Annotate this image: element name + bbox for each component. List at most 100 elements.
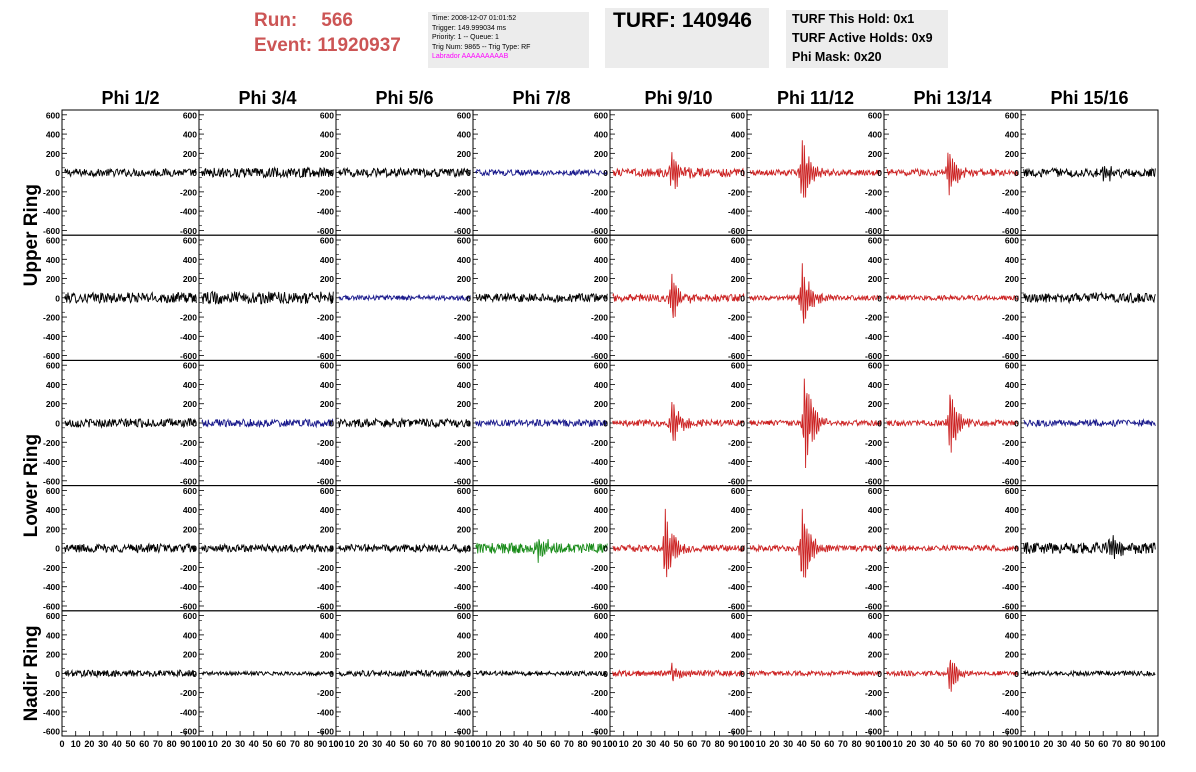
x-tick-label: 50 — [947, 739, 957, 749]
y-tick-label: 0 — [192, 419, 197, 429]
y-tick-label: 200 — [183, 149, 197, 159]
y-tick-label: 0 — [329, 293, 334, 303]
y-tick-label: -200 — [454, 688, 471, 698]
x-tick-label: 40 — [386, 739, 396, 749]
y-tick-label: 200 — [320, 524, 334, 534]
y-tick-label: 600 — [1005, 236, 1019, 246]
event-row: Event: 11920937 — [254, 33, 434, 58]
x-tick-label: 40 — [112, 739, 122, 749]
y-tick-label: 600 — [1005, 361, 1019, 371]
x-tick-label: 20 — [906, 739, 916, 749]
y-tick-label: 200 — [320, 399, 334, 409]
y-tick-label: -200 — [1002, 563, 1019, 573]
trigger-value: Trigger: 149.999034 ms — [432, 24, 507, 32]
x-tick-label: 60 — [139, 739, 149, 749]
y-tick-label: 600 — [183, 110, 197, 120]
y-tick-label: 0 — [55, 293, 60, 303]
y-tick-label: 400 — [183, 505, 197, 515]
x-tick-label: 100 — [328, 739, 343, 749]
y-tick-label: -200 — [865, 313, 882, 323]
x-tick-label: 60 — [824, 739, 834, 749]
panel-frame — [198, 610, 337, 737]
waveform-trace — [749, 669, 882, 678]
y-tick-label: -600 — [1002, 476, 1019, 486]
event-value: 11920937 — [317, 35, 401, 56]
y-tick-label: 200 — [183, 274, 197, 284]
x-tick-label: 50 — [673, 739, 683, 749]
y-tick-label: -200 — [43, 688, 60, 698]
y-tick-label: 200 — [457, 274, 471, 284]
y-tick-label: 0 — [55, 168, 60, 178]
y-tick-label: 400 — [457, 630, 471, 640]
y-tick-label: 400 — [457, 380, 471, 390]
x-tick-label: 10 — [482, 739, 492, 749]
y-tick-label: 0 — [329, 669, 334, 679]
y-tick-label: 200 — [1005, 274, 1019, 284]
y-tick-label: 600 — [46, 361, 60, 371]
x-tick-label: 80 — [989, 739, 999, 749]
waveform-trace — [475, 539, 608, 563]
y-tick-label: -200 — [591, 688, 608, 698]
y-tick-label: 400 — [731, 505, 745, 515]
x-tick-label: 10 — [619, 739, 629, 749]
y-tick-label: 400 — [46, 630, 60, 640]
y-tick-label: -600 — [317, 727, 334, 737]
y-tick-label: 400 — [731, 630, 745, 640]
y-tick-label: 200 — [183, 399, 197, 409]
y-tick-label: 400 — [183, 630, 197, 640]
waveform-trace — [749, 140, 882, 198]
trigger-num: Trig Num: 9865 -- Trig Type: RF — [432, 43, 531, 51]
x-tick-label: 30 — [646, 739, 656, 749]
y-tick-label: 200 — [46, 149, 60, 159]
turf-this-hold: TURF This Hold: 0x1 — [792, 12, 915, 26]
y-tick-label: 0 — [603, 168, 608, 178]
y-tick-label: -400 — [591, 332, 608, 342]
y-tick-label: -400 — [43, 707, 60, 717]
y-tick-label: -200 — [180, 187, 197, 197]
y-tick-label: -400 — [865, 332, 882, 342]
y-tick-label: -400 — [865, 707, 882, 717]
y-tick-label: -200 — [728, 688, 745, 698]
y-tick-label: -400 — [317, 457, 334, 467]
y-tick-label: 0 — [329, 544, 334, 554]
y-tick-label: 600 — [594, 236, 608, 246]
x-tick-label: 30 — [235, 739, 245, 749]
x-tick-label: 20 — [495, 739, 505, 749]
y-tick-label: -600 — [454, 351, 471, 361]
y-tick-label: -400 — [1002, 582, 1019, 592]
y-tick-label: -200 — [43, 313, 60, 323]
y-tick-label: 400 — [320, 130, 334, 140]
labrador-status: Labrador AAAAAAAAAB — [432, 53, 509, 61]
y-tick-label: 0 — [466, 419, 471, 429]
column-label: Phi 1/2 — [101, 88, 159, 108]
waveform-trace — [1023, 166, 1156, 182]
run-value: 566 — [321, 10, 353, 31]
y-tick-label: 200 — [320, 650, 334, 660]
y-tick-label: -400 — [728, 332, 745, 342]
column-label: Phi 5/6 — [375, 88, 433, 108]
run-label: Run: — [254, 10, 298, 31]
y-tick-label: 600 — [457, 486, 471, 496]
y-tick-label: -600 — [180, 727, 197, 737]
y-tick-label: -200 — [454, 563, 471, 573]
y-tick-label: -600 — [591, 226, 608, 236]
y-tick-label: 200 — [868, 399, 882, 409]
y-tick-label: 400 — [868, 380, 882, 390]
y-tick-label: 600 — [183, 486, 197, 496]
y-tick-label: 200 — [731, 399, 745, 409]
y-tick-label: -600 — [43, 226, 60, 236]
y-tick-label: 0 — [603, 419, 608, 429]
waveform-trace — [338, 166, 471, 179]
trigger-time: Time: 2008-12-07 01:01:52 — [432, 15, 517, 22]
y-tick-label: -200 — [591, 563, 608, 573]
y-tick-label: -600 — [317, 351, 334, 361]
waveform-trace — [749, 378, 882, 469]
x-tick-label: 70 — [701, 739, 711, 749]
x-tick-label: 100 — [1013, 739, 1028, 749]
x-tick-label: 30 — [1057, 739, 1067, 749]
y-tick-label: 200 — [320, 149, 334, 159]
panel-frame — [472, 359, 611, 487]
y-tick-label: -200 — [317, 313, 334, 323]
x-tick-label: 50 — [125, 739, 135, 749]
